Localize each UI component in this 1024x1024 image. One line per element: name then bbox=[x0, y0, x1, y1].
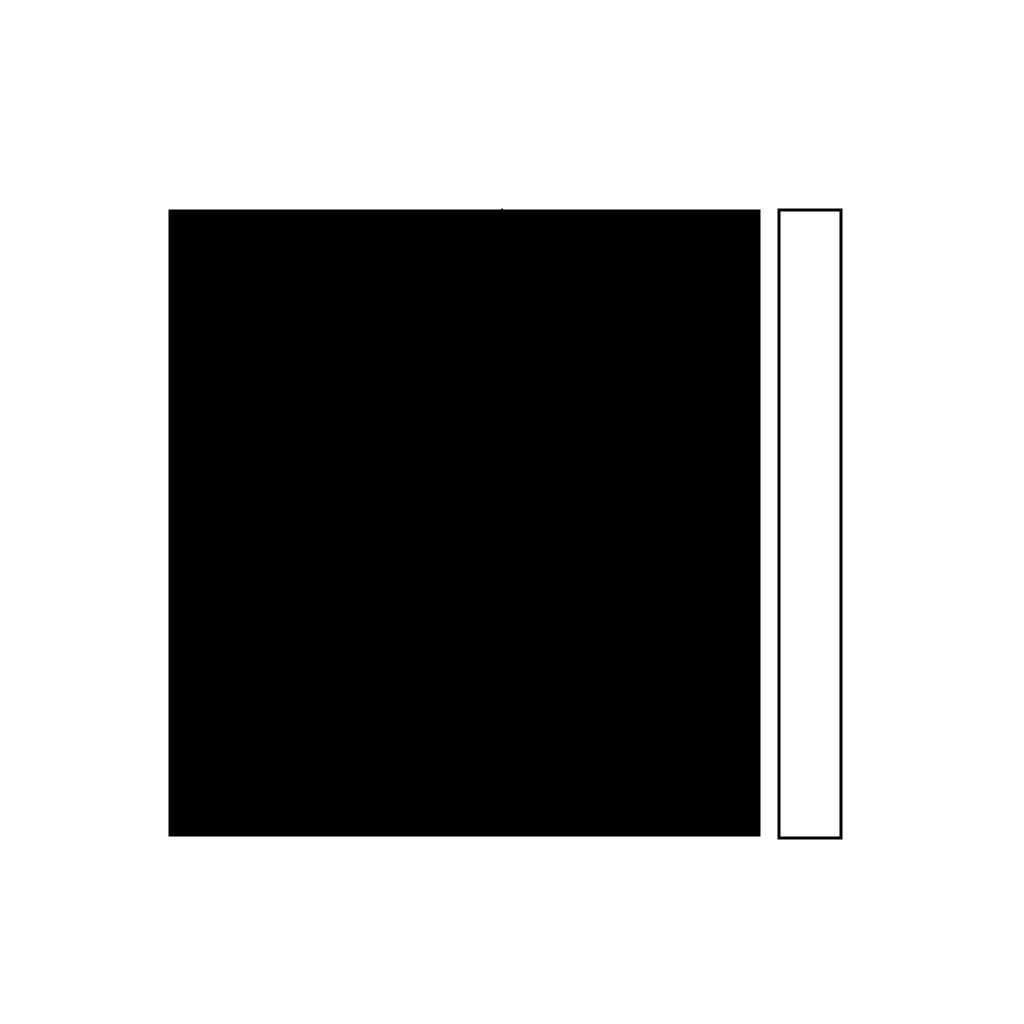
salinity-streak-red bbox=[458, 628, 478, 676]
colorbar-frame bbox=[777, 208, 843, 840]
map-frame bbox=[168, 209, 761, 837]
salinity-region-orange-finger bbox=[400, 742, 455, 833]
land-islet bbox=[746, 816, 759, 835]
reference-vector bbox=[588, 303, 635, 315]
model-domain-outline bbox=[170, 208, 759, 835]
land-mass bbox=[440, 211, 759, 568]
salinity-streak-salmon bbox=[353, 335, 387, 445]
reference-arrow-icon bbox=[588, 303, 635, 315]
